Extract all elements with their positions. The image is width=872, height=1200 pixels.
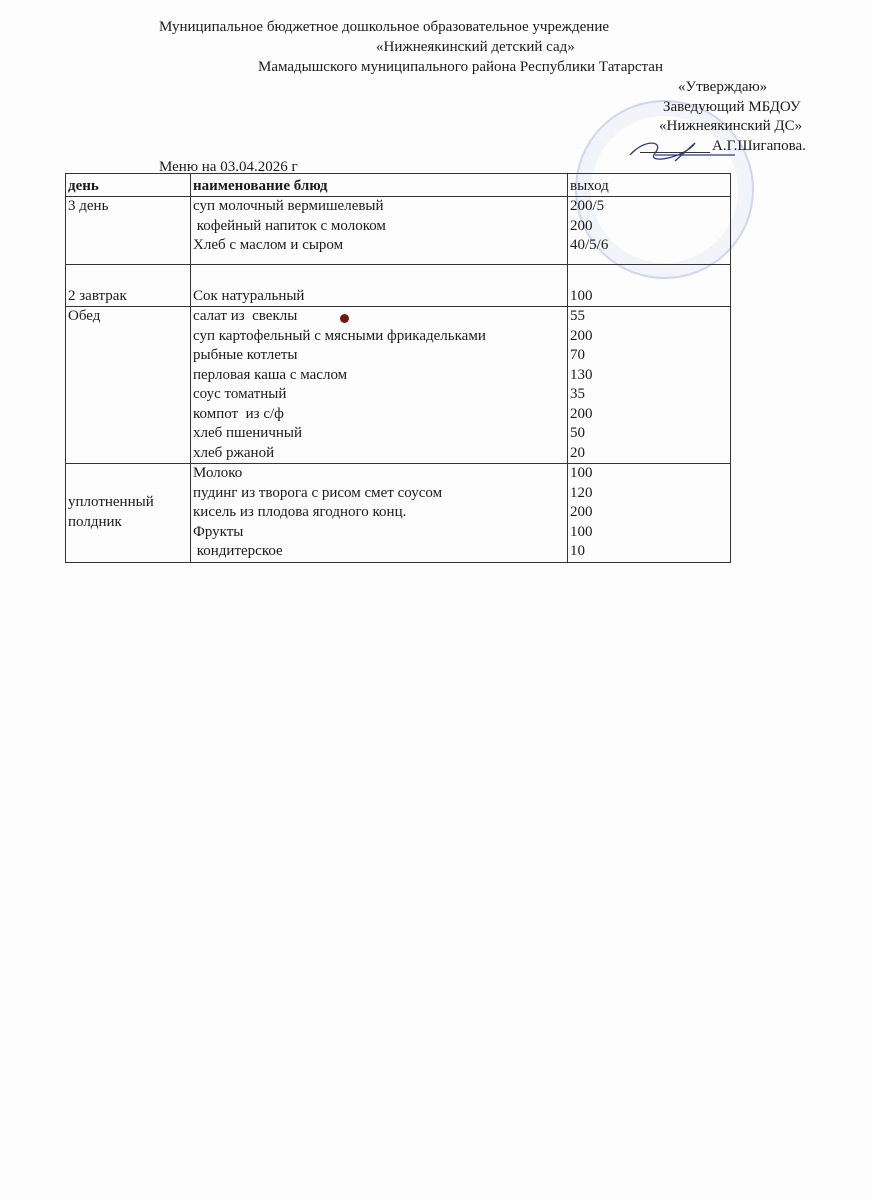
approval-signer: А.Г.Шигапова. [712,138,806,154]
dish-yield: 200 [570,327,593,344]
dish-yield: 55 [570,308,585,324]
dish-name: Сок натуральный [193,287,305,304]
day-label: Обед [68,308,101,324]
dish-name: кондитерское [193,543,283,559]
dish-yield: 130 [570,366,593,383]
org-name-line2: «Нижнеякинский детский сад» [376,39,575,55]
approval-position: Заведующий МБДОУ [663,99,801,115]
day-cell: уплотненный полдник [65,463,191,563]
dish-name: суп картофельный с мясными фрикадельками [193,327,486,344]
dish-yield: 200 [570,405,593,422]
dish-name: Фрукты [193,523,244,540]
header-dish: наименование блюд [190,173,568,197]
dishes-cell: Молоко пудинг из творога с рисом смет соу… [190,463,568,563]
org-name-line1: Муниципальное бюджетное дошкольное образ… [159,19,609,35]
yields-cell: 100 120 200 100 10 [567,463,731,563]
signature-line [640,152,710,153]
dish-yield: 10 [570,543,585,559]
dishes-cell: суп молочный вермишелевый кофейный напит… [190,196,568,265]
signature [629,142,735,162]
table-row: уплотненный полдник Молоко пудинг из творо… [65,463,731,563]
yields-cell: 100 [567,263,731,307]
dish-name: соус томатный [193,386,287,402]
dish-yield: 20 [570,444,585,461]
dish-yield: 70 [570,347,585,363]
dish-yield: 200 [570,217,593,234]
dishes-cell: салат из свеклы суп картофельный с мясным… [190,306,568,464]
dish-yield: 120 [570,484,593,501]
menu-title: Меню на 03.04.2026 г [159,159,298,175]
header-day: день [65,173,191,197]
day-label: 3 день [68,198,109,214]
day-cell: 2 завтрак [65,263,191,307]
dish-name: перловая каша с маслом [193,366,348,383]
header-yield: выход [567,173,731,197]
dish-name: суп молочный вермишелевый [193,198,384,214]
org-name-line3: Мамадышского муниципального района Респу… [258,59,663,75]
dish-name: салат из свеклы [193,308,298,324]
dish-yield: 200 [570,504,593,520]
dish-yield: 50 [570,425,585,441]
dish-name: пудинг из творога с рисом смет соусом [193,484,443,501]
approval-org: «Нижнеякинский ДС» [659,118,803,134]
dish-name: Хлеб с маслом и сыром [193,237,344,253]
dish-yield: 35 [570,386,585,402]
dish-yield: 100 [570,465,593,481]
dish-name: кисель из плодова ягодного конц. [193,504,407,520]
menu-table: день наименование блюд выход 3 день суп м… [65,173,731,563]
table-row: 3 день суп молочный вермишелевый кофейный… [65,196,731,265]
dishes-cell: Сок натуральный [190,263,568,307]
table-row: 2 завтрак Сок натуральный 100 [65,263,731,307]
dish-yield: 100 [570,287,593,304]
day-label: уплотненный полдник [68,494,154,530]
dish-name: компот из с/ф [193,405,284,422]
day-cell: Обед [65,306,191,464]
dish-name: рыбные котлеты [193,347,298,363]
table-row: Обед салат из свеклы суп картофельный с мя… [65,306,731,464]
yields-cell: 55 200 70 130 35 200 50 20 [567,306,731,464]
dish-name: хлеб ржаной [193,444,275,461]
approval-label: «Утверждаю» [678,79,768,95]
day-label: 2 завтрак [68,287,127,304]
yields-cell: 200/5 200 40/5/6 [567,196,731,265]
dish-name: хлеб пшеничный [193,425,302,441]
dish-yield: 40/5/6 [570,237,609,253]
table-header-row: день наименование блюд выход [65,173,731,197]
dish-name: Молоко [193,465,243,481]
dish-name: кофейный напиток с молоком [193,217,386,234]
day-cell: 3 день [65,196,191,265]
ink-blot [340,314,349,323]
dish-yield: 200/5 [570,198,605,214]
dish-yield: 100 [570,523,593,540]
